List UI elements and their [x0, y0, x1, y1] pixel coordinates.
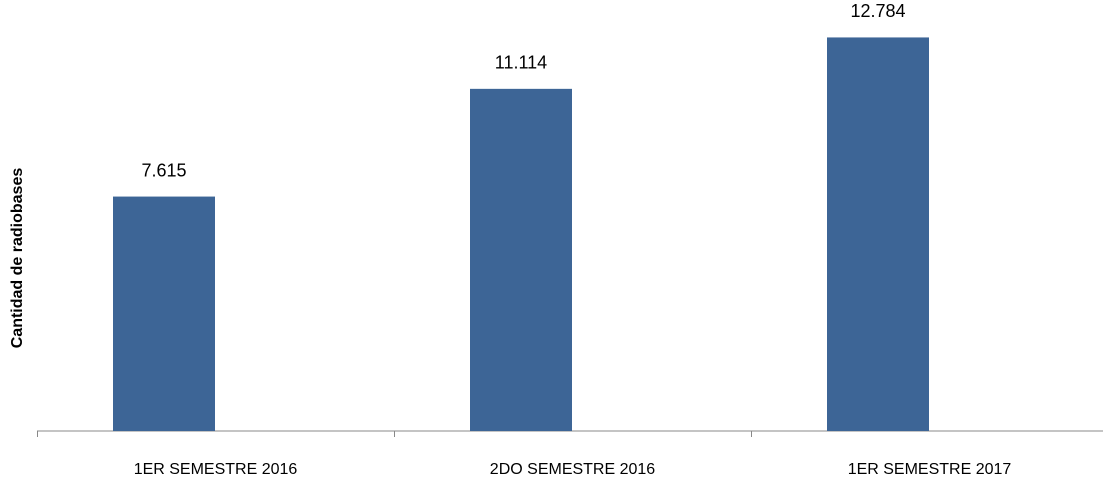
- data-label: 7.615: [141, 160, 186, 180]
- bar: [470, 88, 572, 432]
- data-label: 12.784: [850, 1, 905, 21]
- y-axis-label: Cantidad de radiobases: [9, 168, 26, 349]
- x-tick-label: 1ER SEMESTRE 2016: [134, 461, 298, 478]
- bar: [113, 196, 215, 431]
- data-label: 11.114: [495, 53, 547, 73]
- bar: [827, 37, 929, 432]
- x-tick-label: 1ER SEMESTRE 2017: [848, 461, 1012, 478]
- x-tick-label: 2DO SEMESTRE 2016: [490, 461, 656, 478]
